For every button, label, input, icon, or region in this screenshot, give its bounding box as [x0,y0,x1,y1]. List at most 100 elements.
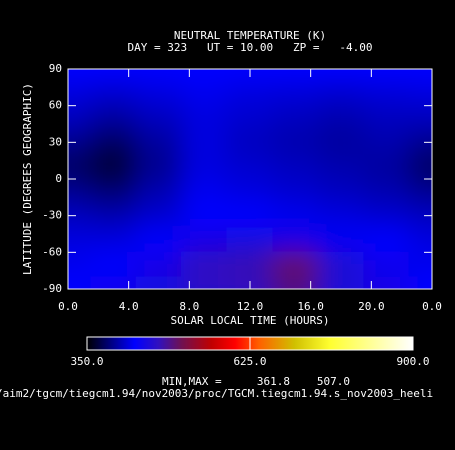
heat-cell [181,129,228,156]
heat-cell [90,129,137,156]
heat-cell [317,251,365,278]
heat-cell [363,276,410,289]
y-tick-label: -30 [42,209,62,222]
y-tick-label: -60 [42,245,62,258]
heat-cell [317,80,365,107]
heat-cell [317,129,365,156]
heat-cell [135,276,183,289]
heat-cell [363,227,410,253]
heat-cell [363,202,410,229]
min-value: 361.8 [257,375,290,388]
heat-cell [363,69,410,82]
y-tick-label: 30 [49,135,62,148]
x-tick-label: 8.0 [179,300,199,313]
x-tick-label: 0.0 [58,300,78,313]
heat-cell [363,129,410,156]
heat-cell [408,178,432,204]
heat-cell [363,178,410,204]
y-tick-label: -90 [42,282,62,295]
heat-cell [226,202,274,229]
heat-cell [181,227,228,253]
heat-cell [317,105,365,131]
heat-cell [181,251,228,278]
heat-cell [408,227,432,253]
chart-subtitle: DAY = 323 UT = 10.00 ZP = -4.00 [127,41,372,54]
heat-cell [135,202,183,229]
heat-cell [408,80,432,107]
heat-cell [317,276,365,289]
heat-cell [181,178,228,204]
heat-cell [226,178,274,204]
heat-cell [408,202,432,229]
heat-cell [90,80,137,107]
x-tick-label: 20.0 [358,300,385,313]
heat-cell [272,69,319,82]
heat-cell [181,276,228,289]
heat-cell [408,105,432,131]
heat-cell [68,227,92,253]
heat-cell [68,202,92,229]
heat-cell [226,80,274,107]
y-tick-label: 90 [49,62,62,75]
colorbar-tick-label: 350.0 [70,355,103,368]
heat-cell [68,80,92,107]
heat-cell [317,154,365,180]
heat-cell [272,129,319,156]
heat-cell [68,105,92,131]
heat-cell [90,105,137,131]
heat-cell [317,69,365,82]
heat-cell [408,276,432,289]
heat-cell [408,154,432,180]
heat-cell [68,178,92,204]
heat-cell [90,202,137,229]
heat-cell [90,251,137,278]
heat-cell [226,251,274,278]
x-tick-label: 16.0 [297,300,324,313]
heatmap-cells [68,69,432,289]
heat-cell [408,69,432,82]
heat-cell [135,227,183,253]
heat-cell [181,80,228,107]
heat-cell [272,202,319,229]
heat-cell [135,105,183,131]
heat-cell [181,154,228,180]
heat-cell [68,154,92,180]
heat-cell [272,178,319,204]
heat-cell [90,69,137,82]
y-tick-label: 0 [55,172,62,185]
heat-cell [408,251,432,278]
heat-cell [135,178,183,204]
chart-title: NEUTRAL TEMPERATURE (K) [174,29,326,42]
heat-cell [90,178,137,204]
heat-cell [317,227,365,253]
heat-cell [181,105,228,131]
heatmap [68,69,432,289]
heat-cell [226,227,274,253]
heat-cell [272,154,319,180]
heat-cell [135,69,183,82]
heat-cell [272,251,319,278]
heat-cell [181,69,228,82]
heat-cell [68,129,92,156]
heat-cell [90,154,137,180]
x-tick-label: 12.0 [237,300,264,313]
heat-cell [272,276,319,289]
heat-cell [226,129,274,156]
heat-cell [90,227,137,253]
heat-cell [90,276,137,289]
heat-cell [272,227,319,253]
y-tick-label: 60 [49,99,62,112]
x-axis-label: SOLAR LOCAL TIME (HOURS) [171,314,330,327]
heat-cell [363,105,410,131]
heat-cell [181,202,228,229]
heat-cell [363,251,410,278]
heat-cell [408,129,432,156]
max-value: 507.0 [317,375,350,388]
heat-cell [272,105,319,131]
heat-cell [135,154,183,180]
x-tick-label: 4.0 [119,300,139,313]
heat-cell [135,251,183,278]
x-tick-label: 0.0 [422,300,442,313]
heat-cell [135,129,183,156]
